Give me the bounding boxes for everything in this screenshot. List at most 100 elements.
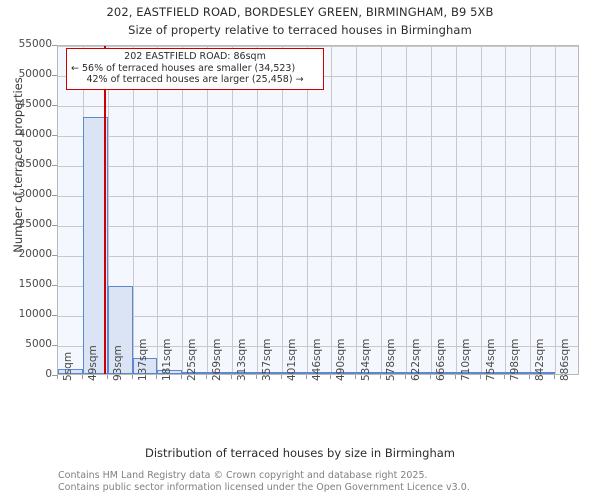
- gridline-vertical: [356, 46, 358, 374]
- gridline-vertical: [480, 46, 482, 374]
- x-tick-mark: [57, 375, 58, 379]
- histogram-bar: [107, 286, 133, 374]
- gridline-vertical: [530, 46, 532, 374]
- histogram-bar: [455, 372, 481, 374]
- gridline-vertical: [505, 46, 507, 374]
- x-axis-title: Distribution of terraced houses by size …: [144, 446, 456, 460]
- x-tick-label: 357sqm: [260, 338, 273, 381]
- gridline-horizontal: [58, 346, 578, 347]
- gridline-horizontal: [58, 106, 578, 107]
- histogram-bar: [132, 357, 158, 374]
- histogram-bar: [430, 372, 456, 374]
- x-tick-mark: [231, 375, 232, 379]
- histogram-bar: [306, 372, 332, 374]
- footer-line-2: Contains public sector information licen…: [58, 481, 470, 493]
- gridline-vertical: [256, 46, 258, 374]
- gridline-vertical: [455, 46, 457, 374]
- x-tick-mark: [81, 375, 83, 379]
- y-tick-label: 30000: [18, 188, 52, 200]
- x-tick-mark: [156, 375, 158, 379]
- property-annotation-box: 202 EASTFIELD ROAD: 86sqm ← 56% of terra…: [66, 48, 324, 90]
- histogram-bar: [331, 372, 357, 374]
- annotation-line-3: 42% of terraced houses are larger (25,45…: [86, 74, 304, 85]
- chart-title-line1: 202, EASTFIELD ROAD, BORDESLEY GREEN, BI…: [106, 5, 494, 19]
- gridline-vertical: [281, 46, 283, 374]
- y-tick-mark: [52, 255, 57, 256]
- x-tick-mark: [330, 375, 332, 379]
- y-tick-label: 20000: [18, 248, 52, 260]
- histogram-bar: [381, 372, 406, 374]
- x-tick-label: 754sqm: [484, 338, 497, 381]
- x-tick-label: 622sqm: [410, 338, 422, 381]
- histogram-bar: [157, 370, 183, 374]
- y-tick-mark: [52, 165, 57, 166]
- attribution-footer: Contains HM Land Registry data © Crown c…: [58, 470, 578, 493]
- gridline-vertical: [207, 46, 209, 374]
- x-tick-label: 886sqm: [559, 338, 572, 381]
- gridline-horizontal: [58, 46, 578, 47]
- plot-area: [57, 45, 579, 375]
- gridline-vertical: [331, 46, 333, 374]
- gridline-horizontal: [58, 136, 578, 137]
- x-tick-label: 137sqm: [136, 338, 149, 381]
- y-tick-mark: [52, 105, 57, 106]
- x-tick-label: 49sqm: [86, 345, 99, 381]
- x-tick-label: 181sqm: [161, 338, 174, 381]
- y-tick-label: 40000: [18, 128, 52, 140]
- x-tick-mark: [380, 375, 382, 379]
- chart-title-block: 202, EASTFIELD ROAD, BORDESLEY GREEN, BI…: [0, 0, 600, 37]
- plot-inner: [58, 46, 578, 374]
- y-tick-label: 55000: [18, 38, 52, 50]
- gridline-vertical: [182, 46, 184, 374]
- y-tick-label: 25000: [18, 218, 52, 230]
- x-tick-mark: [504, 375, 506, 379]
- y-tick-mark: [52, 285, 57, 286]
- histogram-bar: [530, 372, 556, 374]
- x-tick-label: 446sqm: [310, 338, 323, 381]
- y-tick-label: 50000: [18, 68, 52, 80]
- gridline-horizontal: [58, 226, 578, 227]
- x-tick-label: 666sqm: [434, 338, 447, 381]
- x-tick-mark: [305, 375, 307, 379]
- x-tick-mark: [529, 375, 531, 379]
- y-tick-mark: [52, 195, 57, 196]
- gridline-vertical: [306, 46, 308, 374]
- histogram-bar: [207, 372, 232, 374]
- y-tick-mark: [52, 225, 57, 226]
- y-tick-mark: [52, 345, 57, 346]
- x-tick-mark: [255, 375, 257, 379]
- x-tick-label: 93sqm: [111, 345, 124, 381]
- histogram-bar: [232, 372, 257, 374]
- y-tick-mark: [52, 135, 57, 136]
- gridline-vertical: [555, 46, 557, 374]
- y-tick-label: 45000: [18, 98, 52, 110]
- gridline-horizontal: [58, 286, 578, 287]
- histogram-bar: [82, 117, 108, 374]
- footer-line-1: Contains HM Land Registry data © Crown c…: [58, 470, 428, 481]
- x-tick-mark: [280, 375, 282, 379]
- gridline-horizontal: [58, 316, 578, 317]
- histogram-bar: [182, 372, 208, 374]
- x-tick-mark: [181, 375, 183, 379]
- y-tick-mark: [52, 315, 57, 316]
- y-tick-mark: [52, 75, 57, 76]
- y-tick-label: 10000: [18, 308, 52, 320]
- x-tick-label: 5sqm: [62, 351, 74, 381]
- gridline-vertical: [157, 46, 159, 374]
- x-tick-label: 842sqm: [534, 338, 547, 381]
- x-tick-mark: [554, 375, 556, 379]
- histogram-bar: [406, 372, 431, 374]
- gridline-vertical: [232, 46, 233, 374]
- histogram-bar: [58, 368, 83, 374]
- y-tick-label: 15000: [18, 278, 52, 290]
- x-tick-label: 269sqm: [211, 338, 224, 381]
- annotation-line-2: ← 56% of terraced houses are smaller (34…: [71, 62, 296, 74]
- x-tick-mark: [106, 375, 108, 379]
- x-tick-mark: [429, 375, 431, 379]
- y-tick-label: 0: [45, 368, 52, 380]
- property-size-marker-line: [103, 46, 106, 374]
- x-tick-label: 534sqm: [360, 338, 373, 381]
- x-tick-label: 578sqm: [385, 338, 398, 381]
- x-tick-mark: [131, 375, 133, 379]
- gridline-vertical: [406, 46, 407, 374]
